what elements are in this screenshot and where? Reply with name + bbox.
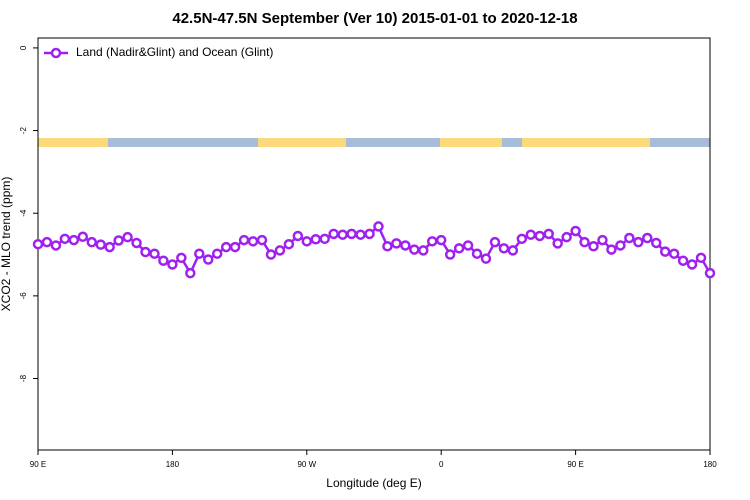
point — [149, 248, 160, 259]
point — [444, 249, 456, 260]
point — [453, 243, 465, 254]
y-tick-label: -8 — [19, 374, 28, 382]
point — [624, 232, 635, 244]
point — [588, 241, 599, 252]
chart-title: 42.5N-47.5N September (Ver 10) 2015-01-0… — [172, 10, 577, 27]
point — [167, 259, 178, 270]
point — [32, 238, 44, 250]
point — [140, 246, 151, 258]
point — [668, 248, 680, 259]
point — [104, 241, 115, 253]
point — [68, 234, 80, 246]
point — [328, 228, 339, 240]
point — [686, 259, 698, 270]
point — [498, 243, 510, 254]
point — [247, 236, 259, 247]
point — [220, 241, 232, 253]
point — [310, 233, 322, 245]
point — [59, 233, 71, 245]
point — [579, 236, 590, 248]
point — [211, 248, 223, 259]
point — [471, 248, 483, 259]
point — [95, 239, 106, 250]
point — [633, 236, 644, 248]
point — [301, 236, 313, 247]
point — [319, 233, 330, 245]
point — [122, 231, 133, 243]
point — [346, 228, 357, 240]
point — [606, 244, 617, 255]
point — [435, 234, 447, 246]
point — [534, 230, 546, 242]
point — [373, 221, 384, 232]
point — [615, 240, 626, 251]
x-tick-label: 0 — [439, 460, 444, 469]
x-tick-label: 180 — [166, 460, 180, 469]
point — [516, 233, 528, 245]
point — [238, 234, 250, 246]
point — [337, 229, 348, 240]
x-tick-label: 90 E — [567, 460, 583, 469]
point — [650, 237, 662, 249]
point — [113, 235, 124, 246]
point — [489, 236, 501, 248]
point — [265, 249, 277, 260]
point — [391, 238, 402, 249]
point — [202, 254, 214, 265]
point — [561, 231, 572, 243]
legend-marker — [50, 47, 62, 59]
x-tick-label: 90 E — [30, 460, 46, 469]
point — [364, 228, 375, 240]
point — [86, 236, 98, 248]
point — [704, 267, 716, 279]
point — [355, 229, 366, 240]
point — [409, 244, 420, 255]
point — [229, 241, 241, 253]
point — [507, 245, 519, 256]
point — [41, 236, 53, 248]
point — [274, 245, 286, 256]
point — [400, 240, 411, 251]
point — [283, 238, 295, 250]
x-tick-label: 90 W — [297, 460, 316, 469]
point — [597, 234, 608, 246]
point — [695, 252, 707, 264]
point — [292, 230, 304, 242]
land-ocean-strip — [38, 138, 710, 147]
point — [176, 252, 187, 264]
point — [256, 234, 268, 246]
point — [642, 232, 653, 244]
y-tick-label: -2 — [19, 126, 28, 134]
point — [77, 231, 89, 243]
point — [131, 237, 142, 249]
legend-label: Land (Nadir&Glint) and Ocean (Glint) — [76, 45, 273, 59]
point — [659, 246, 671, 257]
point — [480, 253, 492, 264]
point — [418, 245, 429, 256]
point — [50, 240, 62, 251]
y-tick-label: -6 — [19, 292, 28, 300]
point — [570, 225, 581, 237]
point — [185, 267, 196, 279]
point — [382, 241, 393, 252]
point — [552, 238, 563, 249]
y-tick-label: 0 — [19, 45, 28, 50]
point — [462, 240, 474, 251]
y-tick-label: -4 — [19, 209, 28, 217]
point — [426, 236, 438, 247]
point — [194, 248, 205, 259]
point — [158, 255, 169, 266]
point — [525, 229, 537, 240]
x-tick-label: 180 — [703, 460, 717, 469]
point — [677, 255, 689, 266]
point — [543, 228, 554, 240]
x-axis-label: Longitude (deg E) — [326, 476, 421, 490]
y-axis-label: XCO2 - MLO trend (ppm) — [0, 177, 13, 312]
